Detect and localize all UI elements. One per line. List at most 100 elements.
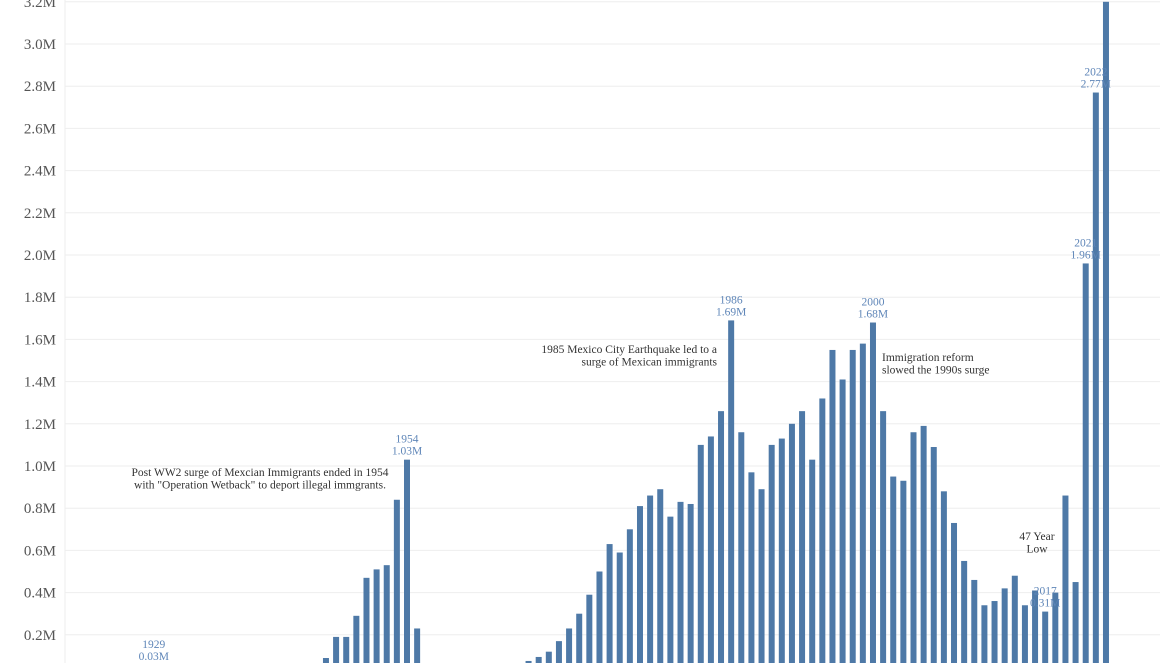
bar-2011[interactable] [981,605,988,663]
annotation-line: slowed the 1990s surge [882,365,989,377]
bar-2000[interactable] [869,322,876,663]
bar-1986[interactable] [728,320,735,663]
bar-1994[interactable] [809,459,816,663]
data-label-value: 2.77M [1081,79,1111,91]
data-label-year: 1954 [396,434,419,446]
bar-1981[interactable] [677,501,684,663]
y-axis: 0.0M0.2M0.4M0.6M0.8M1.0M1.2M1.4M1.6M1.8M… [24,0,66,663]
bar-2010[interactable] [971,579,978,663]
bar-1985[interactable] [718,411,725,663]
y-tick-label: 2.2M [24,206,56,222]
bar-1996[interactable] [829,349,836,663]
bar-1973[interactable] [596,571,603,663]
bar-1997[interactable] [839,379,846,663]
y-tick-label: 2.4M [24,164,56,180]
bar-1974[interactable] [606,544,613,663]
y-tick-label: 1.0M [24,459,56,475]
annotation-line: Low [1026,544,1048,556]
bar-2009[interactable] [961,560,968,663]
bar-1972[interactable] [586,594,593,663]
data-label-year: 2022 [1084,67,1107,79]
bar-1988[interactable] [748,472,755,663]
y-tick-label: 0.6M [24,543,56,559]
bar-1969[interactable] [555,641,562,663]
bar-1975[interactable] [616,552,623,663]
bar-1953[interactable] [393,499,400,663]
bar-1992[interactable] [788,423,795,663]
data-label-value: 1.69M [716,306,746,318]
data-label-value: 0.31M [1030,598,1060,610]
bar-1971[interactable] [576,613,583,663]
bar-1976[interactable] [626,529,633,663]
data-label-value: 1.96M [1071,249,1101,261]
bar-1983[interactable] [697,444,704,663]
bar-2023[interactable] [1102,1,1109,663]
bar-2007[interactable] [940,491,947,663]
bar-2001[interactable] [880,411,887,663]
y-tick-label: 1.4M [24,375,56,391]
y-tick-label: 0.8M [24,501,56,517]
bar-1998[interactable] [849,349,856,663]
bar-1993[interactable] [799,411,806,663]
bar-2017[interactable] [1042,611,1049,663]
data-label-year: 1929 [142,639,165,651]
bar-2002[interactable] [890,476,897,663]
bar-1978[interactable] [647,495,654,663]
bar-1949[interactable] [353,615,360,663]
bar-1947[interactable] [333,636,340,663]
bar-1982[interactable] [687,503,694,663]
bar-1948[interactable] [343,636,350,663]
y-tick-label: 2.8M [24,79,56,95]
bar-2015[interactable] [1021,605,1028,663]
data-label-value: 1.68M [858,309,888,321]
bar-2018[interactable] [1052,592,1059,663]
bar-1967[interactable] [535,656,542,663]
bar-1991[interactable] [778,438,785,663]
bar-2014[interactable] [1011,575,1018,663]
bar-2013[interactable] [1001,588,1008,663]
bar-2003[interactable] [900,480,907,663]
y-tick-label: 0.4M [24,586,56,602]
bar-1968[interactable] [545,651,552,663]
bar-1955[interactable] [414,628,421,663]
bar-2019[interactable] [1062,495,1069,663]
bar-1952[interactable] [383,565,390,663]
bar-1970[interactable] [566,628,573,663]
bar-2008[interactable] [951,522,958,663]
annotation-line: 47 Year [1019,531,1054,543]
y-tick-label: 1.2M [24,417,56,433]
data-label-value: 0.03M [139,651,169,663]
bar-2021[interactable] [1082,263,1089,663]
bar-1951[interactable] [373,569,380,663]
bar-2022[interactable] [1092,92,1099,663]
bar-2016[interactable] [1032,590,1039,663]
data-label-year: 2000 [861,297,884,309]
bar-1989[interactable] [758,489,765,663]
bar-1980[interactable] [667,516,674,663]
bar-1999[interactable] [859,343,866,663]
bar-1946[interactable] [322,658,329,663]
bar-1987[interactable] [738,432,745,663]
bar-2006[interactable] [930,447,937,663]
bar-2012[interactable] [991,601,998,663]
bar-1979[interactable] [657,489,664,663]
bar-1995[interactable] [819,398,826,663]
bar-2004[interactable] [910,432,917,663]
bar-1984[interactable] [707,436,714,663]
y-tick-label: 3.0M [24,37,56,53]
data-label-year: 1986 [720,294,743,306]
bar-2005[interactable] [920,425,927,663]
bar-1966[interactable] [525,660,532,663]
bar-1954[interactable] [404,459,410,663]
gridlines [65,1,1160,636]
bar-1977[interactable] [636,506,643,663]
bar-2020[interactable] [1072,582,1079,663]
y-tick-label: 2.6M [24,121,56,137]
annotation-line: with "Operation Wetback" to deport illeg… [134,480,386,492]
y-tick-label: 1.6M [24,332,56,348]
bar-1990[interactable] [768,444,775,663]
data-label-year: 2021 [1074,237,1097,249]
bar-1950[interactable] [363,577,370,663]
